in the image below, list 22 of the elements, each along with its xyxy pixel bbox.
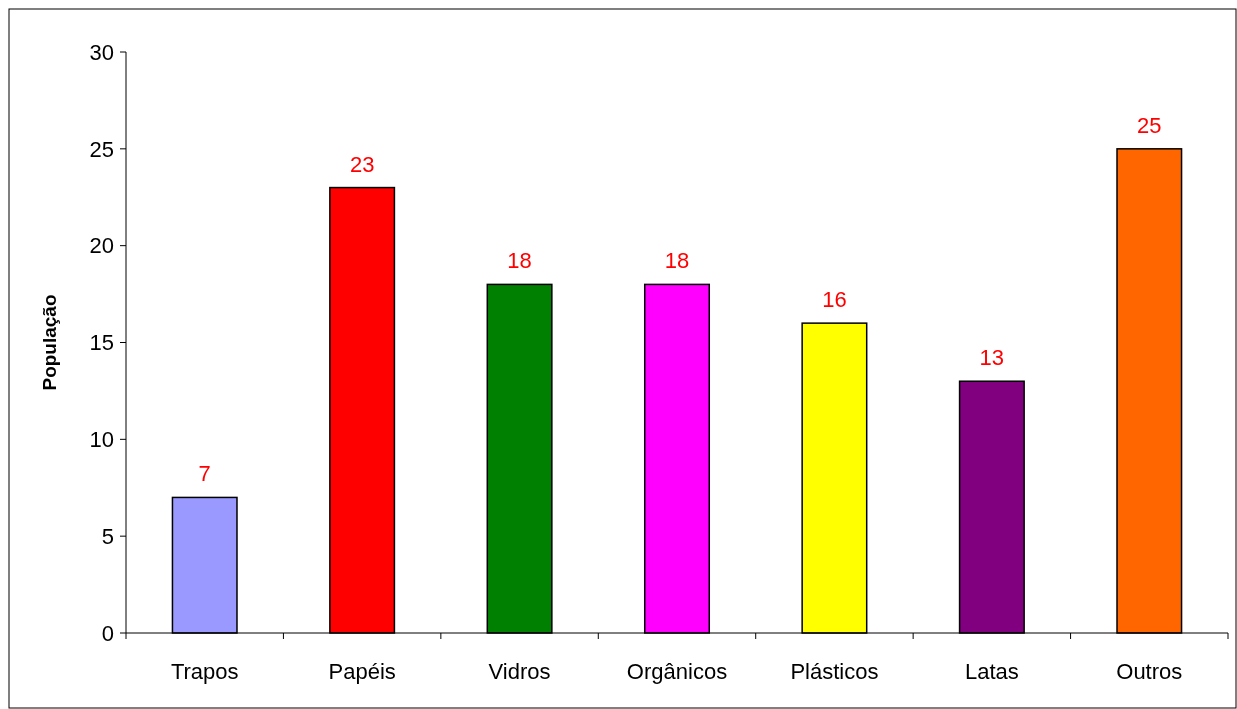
x-tick-label: Papéis [328, 659, 396, 684]
x-tick-label: Outros [1116, 659, 1183, 684]
x-tick-label: Trapos [170, 659, 239, 684]
data-label: 7 [198, 461, 211, 487]
x-tick-label: Plásticos [790, 659, 879, 684]
data-label: 18 [664, 248, 690, 274]
y-tick-label: 5 [101, 523, 114, 549]
y-tick-label: 25 [89, 136, 114, 162]
y-tick-label: 10 [89, 427, 114, 453]
y-axis-title: População [39, 294, 60, 391]
y-tick-label: 0 [101, 620, 114, 646]
data-label: 13 [979, 345, 1005, 371]
x-tick-label: Orgânicos [626, 659, 728, 684]
data-label: 25 [1137, 112, 1162, 138]
data-label: 23 [349, 151, 375, 177]
x-tick-label: Latas [964, 659, 1019, 684]
data-label: 18 [507, 248, 532, 274]
x-tick-label: Vidros [488, 659, 551, 684]
y-tick-label: 30 [89, 39, 114, 65]
y-tick-label: 15 [89, 330, 114, 356]
data-label: 16 [822, 287, 847, 313]
y-tick-label: 20 [89, 233, 114, 259]
